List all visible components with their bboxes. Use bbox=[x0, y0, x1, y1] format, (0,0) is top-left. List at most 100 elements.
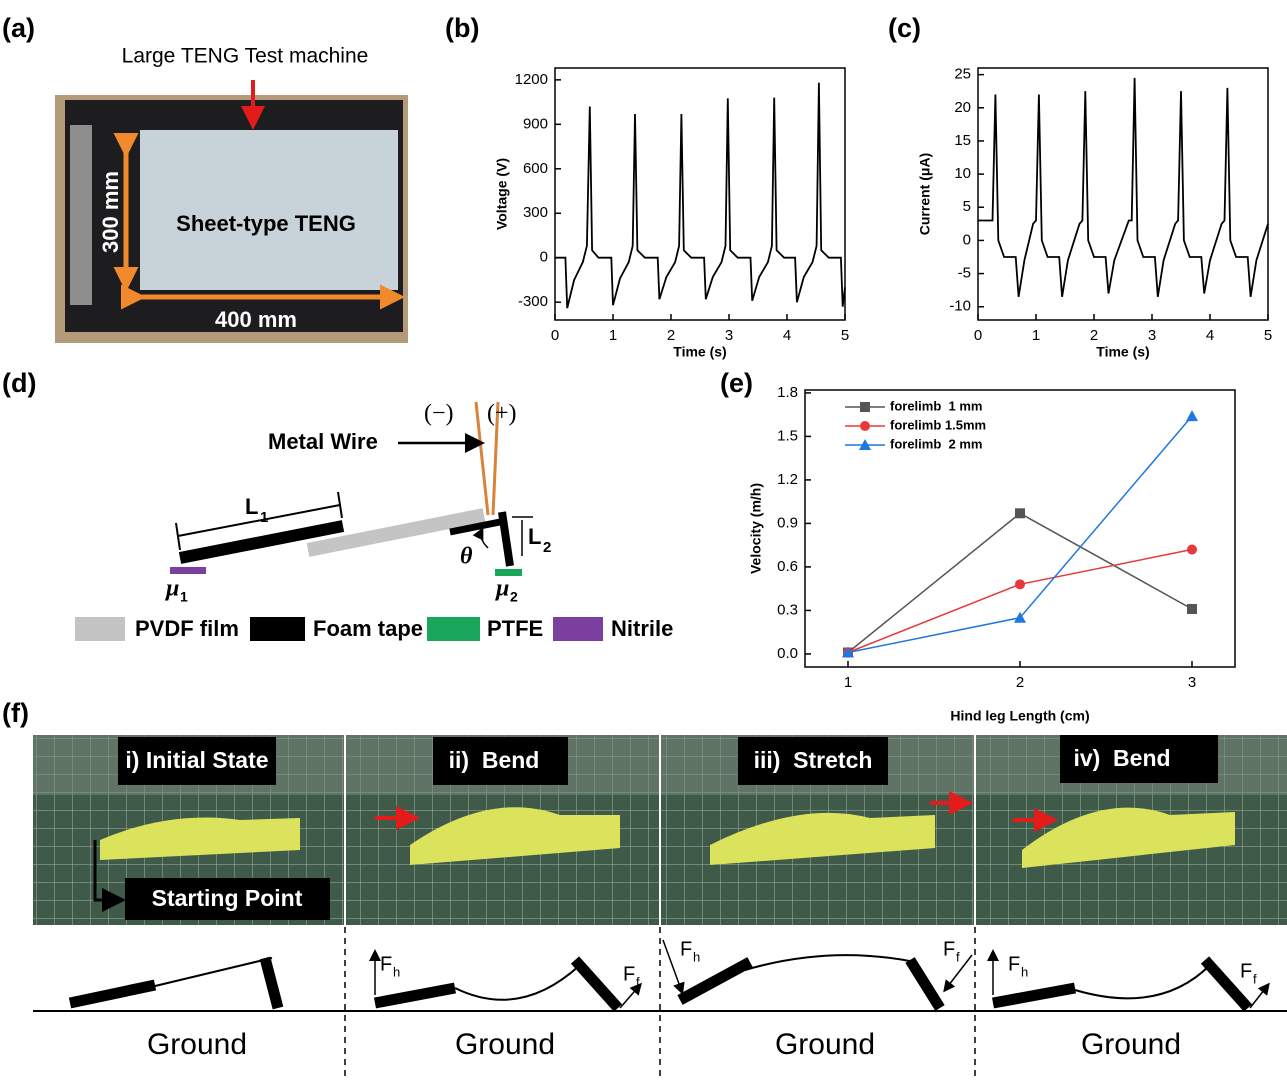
data-line bbox=[978, 78, 1268, 297]
y-tick-label: 0.6 bbox=[777, 558, 798, 575]
ground-label: Ground bbox=[147, 1028, 247, 1061]
legend-label: forelimb 2 mm bbox=[890, 436, 982, 451]
friction-subscript: 2 bbox=[510, 589, 518, 605]
y-axis-label: Velocity (m/h) bbox=[748, 483, 764, 574]
x-tick-label: 2 bbox=[1016, 674, 1024, 691]
x-tick-label: 5 bbox=[1264, 327, 1272, 344]
sheet-label: Sheet-type TENG bbox=[176, 211, 356, 236]
x-tick-label: 1 bbox=[844, 674, 852, 691]
data-line bbox=[848, 550, 1192, 653]
y-tick-label: 1.8 bbox=[777, 384, 798, 401]
force-symbol: F bbox=[943, 938, 955, 960]
wire-label: Metal Wire bbox=[268, 429, 378, 454]
friction-symbol: μ bbox=[164, 576, 179, 602]
marker bbox=[1187, 545, 1197, 555]
force-symbol: F bbox=[623, 963, 635, 985]
x-tick-label: 4 bbox=[1206, 327, 1214, 344]
panel-label: (f) bbox=[2, 698, 29, 728]
y-tick-label: -5 bbox=[958, 265, 971, 282]
polarity-label: (+) bbox=[487, 401, 517, 427]
data-line bbox=[555, 83, 845, 308]
force-subscript: h bbox=[393, 964, 400, 979]
friction-subscript: 1 bbox=[180, 589, 188, 605]
legend-label: Foam tape bbox=[313, 616, 423, 641]
length-subscript: 1 bbox=[260, 509, 268, 526]
state-label: i) Initial State bbox=[125, 747, 268, 773]
y-tick-label: 20 bbox=[954, 99, 971, 116]
photo-caption: Large TENG Test machine bbox=[122, 45, 369, 68]
x-tick-label: 4 bbox=[783, 327, 791, 344]
y-tick-label: 0.3 bbox=[777, 601, 798, 618]
marker bbox=[1187, 604, 1197, 614]
y-tick-label: -300 bbox=[518, 293, 548, 310]
y-tick-label: 1200 bbox=[515, 71, 548, 88]
force-subscript: f bbox=[636, 974, 640, 989]
state-label: iii) Stretch bbox=[754, 747, 873, 773]
y-tick-label: 0 bbox=[963, 231, 971, 248]
marker bbox=[1186, 410, 1198, 421]
x-tick-label: 0 bbox=[974, 327, 982, 344]
ground-label: Ground bbox=[1081, 1028, 1181, 1061]
panel-label: (b) bbox=[445, 13, 479, 43]
state-label: ii) Bend bbox=[449, 747, 540, 773]
y-tick-label: 15 bbox=[954, 132, 971, 149]
force-symbol: F bbox=[1008, 953, 1020, 975]
legend-label: PTFE bbox=[487, 616, 543, 641]
panel-label: (e) bbox=[720, 368, 753, 398]
legend-label: forelimb 1 mm bbox=[890, 398, 982, 413]
y-tick-label: 5 bbox=[963, 198, 971, 215]
x-tick-label: 1 bbox=[609, 327, 617, 344]
start-label: Starting Point bbox=[152, 885, 303, 911]
y-axis-label: Current (μA) bbox=[917, 153, 933, 235]
plot-frame bbox=[805, 390, 1235, 667]
legend-marker bbox=[860, 421, 870, 431]
panel-label: (d) bbox=[2, 368, 36, 398]
x-tick-label: 2 bbox=[1090, 327, 1098, 344]
force-symbol: F bbox=[680, 938, 692, 960]
figure: (a) (b) (c) (d) (e) (f) Large TENG Test … bbox=[0, 0, 1287, 1081]
x-tick-label: 5 bbox=[841, 327, 849, 344]
y-axis-label: Voltage (V) bbox=[494, 158, 510, 230]
x-axis-label: Time (s) bbox=[1096, 344, 1149, 360]
force-symbol: F bbox=[1240, 960, 1252, 982]
marker bbox=[1015, 508, 1025, 518]
x-tick-label: 3 bbox=[1188, 674, 1196, 691]
friction-symbol: μ bbox=[494, 576, 509, 602]
x-tick-label: 3 bbox=[1148, 327, 1156, 344]
force-subscript: h bbox=[693, 949, 700, 964]
x-axis-label: Time (s) bbox=[673, 344, 726, 360]
dimension-label: 400 mm bbox=[215, 307, 297, 332]
x-tick-label: 0 bbox=[551, 327, 559, 344]
panel-label: (c) bbox=[888, 13, 921, 43]
x-tick-label: 3 bbox=[725, 327, 733, 344]
panel-label: (a) bbox=[2, 13, 35, 43]
y-tick-label: -10 bbox=[949, 298, 971, 315]
y-tick-label: 0.0 bbox=[777, 645, 798, 662]
y-tick-label: 600 bbox=[523, 160, 548, 177]
x-axis-label: Hind leg Length (cm) bbox=[950, 708, 1089, 724]
dimension-label: 300 mm bbox=[98, 171, 123, 253]
force-symbol: F bbox=[380, 953, 392, 975]
polarity-label: (−) bbox=[424, 401, 454, 427]
y-tick-label: 1.5 bbox=[777, 427, 798, 444]
y-tick-label: 1.2 bbox=[777, 471, 798, 488]
state-label: iv) Bend bbox=[1073, 745, 1170, 771]
legend-label: forelimb 1.5mm bbox=[890, 417, 986, 432]
y-tick-label: 0 bbox=[540, 249, 548, 266]
legend-marker bbox=[860, 402, 870, 412]
force-subscript: f bbox=[956, 949, 960, 964]
y-tick-label: 10 bbox=[954, 165, 971, 182]
y-tick-label: 0.9 bbox=[777, 514, 798, 531]
ground-label: Ground bbox=[455, 1028, 555, 1061]
length-symbol: L bbox=[245, 494, 258, 519]
legend-label: Nitrile bbox=[611, 616, 673, 641]
y-tick-label: 900 bbox=[523, 115, 548, 132]
force-subscript: f bbox=[1253, 971, 1257, 986]
x-tick-label: 2 bbox=[667, 327, 675, 344]
y-tick-label: 300 bbox=[523, 204, 548, 221]
legend-label: PVDF film bbox=[135, 616, 239, 641]
marker bbox=[1015, 579, 1025, 589]
angle-symbol: θ bbox=[460, 544, 473, 570]
length-subscript: 2 bbox=[543, 539, 551, 556]
length-symbol: L bbox=[528, 524, 541, 549]
